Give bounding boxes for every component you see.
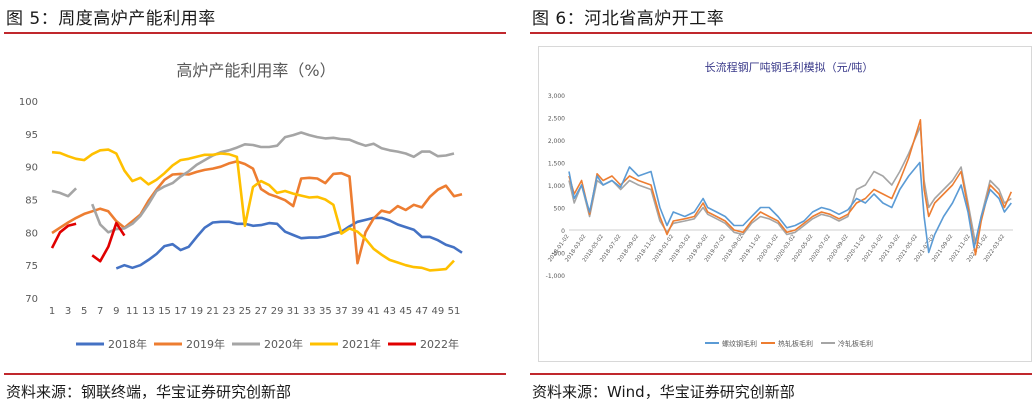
y-tick-label: 95 bbox=[25, 130, 38, 141]
x-tick-label: 45 bbox=[399, 306, 412, 317]
x-tick-label: 43 bbox=[383, 306, 396, 317]
series-line bbox=[90, 131, 455, 234]
legend-label: 冷轧板毛利 bbox=[838, 339, 873, 348]
x-tick-label: 33 bbox=[303, 306, 316, 317]
x-tick-label: 27 bbox=[255, 306, 268, 317]
series-line bbox=[568, 125, 1012, 245]
legend-label: 2021年 bbox=[342, 337, 381, 351]
top-divider bbox=[530, 32, 1032, 34]
steel-margin-chart-svg: 长流程钢厂吨钢毛利模拟（元/吨） -1,000 -500 0 500 1,000 1,500… bbox=[546, 60, 1013, 348]
x-tick-label: 23 bbox=[222, 306, 235, 317]
chart-title: 长流程钢厂吨钢毛利模拟（元/吨） bbox=[705, 60, 874, 74]
y-tick-label: 90 bbox=[25, 163, 38, 174]
legend-label: 2020年 bbox=[264, 337, 303, 351]
chart-title: 高炉产能利用率（%） bbox=[176, 61, 335, 80]
x-tick-label: 5 bbox=[81, 306, 87, 317]
blast-furnace-chart: 高炉产能利用率（%） 70 75 80 85 90 95 100 1 3 5 7 9 11 13 15 17 19… bbox=[14, 46, 498, 362]
x-tick-label: 17 bbox=[174, 306, 187, 317]
top-divider bbox=[4, 32, 506, 34]
x-tick-label: 29 bbox=[271, 306, 284, 317]
y-tick-label: 100 bbox=[19, 97, 38, 108]
series-line bbox=[568, 161, 1012, 254]
series-line bbox=[115, 216, 463, 270]
legend-label: 2018年 bbox=[108, 337, 147, 351]
legend-label: 2019年 bbox=[186, 337, 225, 351]
figure-6-source: 资料来源：Wind，华宝证券研究创新部 bbox=[532, 383, 795, 401]
series-line bbox=[51, 160, 463, 265]
x-tick-label: 3 bbox=[65, 306, 71, 317]
y-tick-label: 85 bbox=[25, 196, 38, 207]
x-tick-label: 35 bbox=[319, 306, 332, 317]
x-tick-label: 49 bbox=[432, 306, 445, 317]
x-tick-label: 39 bbox=[351, 306, 364, 317]
y-tick-label: 1,000 bbox=[548, 183, 565, 190]
y-tick-label: -500 bbox=[551, 251, 565, 258]
x-tick-label: 1 bbox=[49, 306, 55, 317]
x-tick-label: 7 bbox=[97, 306, 103, 317]
y-tick-label: 3,000 bbox=[548, 93, 565, 100]
bottom-divider bbox=[530, 373, 1032, 375]
x-tick-label: 11 bbox=[126, 306, 139, 317]
y-tick-label: 80 bbox=[25, 228, 38, 239]
x-tick-label: 31 bbox=[287, 306, 300, 317]
x-tick-label: 15 bbox=[158, 306, 171, 317]
x-tick-label: 47 bbox=[415, 306, 428, 317]
y-tick-label: 500 bbox=[554, 206, 566, 213]
y-tick-label: 2,500 bbox=[548, 116, 565, 123]
series-line bbox=[51, 148, 455, 272]
x-tick-label: 19 bbox=[190, 306, 203, 317]
series-line bbox=[51, 187, 78, 198]
y-tick-label: 75 bbox=[25, 261, 38, 272]
x-tick-label: 51 bbox=[448, 306, 461, 317]
figure-5-title: 图 5：周度高炉产能利用率 bbox=[6, 9, 216, 29]
legend-label: 2022年 bbox=[420, 337, 459, 351]
figure-6-panel: 图 6：河北省高炉开工率 长流程钢厂吨钢毛利模拟（元/吨） -1,000 -500 0… bbox=[526, 0, 1036, 414]
x-tick-label: 13 bbox=[142, 306, 155, 317]
legend-label: 螺纹钢毛利 bbox=[722, 339, 757, 348]
steel-margin-chart: 长流程钢厂吨钢毛利模拟（元/吨） -1,000 -500 0 500 1,000 1,500… bbox=[538, 46, 1032, 362]
x-tick-label: 25 bbox=[239, 306, 252, 317]
x-tick-label: 41 bbox=[367, 306, 380, 317]
series-line bbox=[50, 222, 77, 249]
x-tick-label: 37 bbox=[335, 306, 348, 317]
legend-label: 热轧板毛利 bbox=[778, 339, 813, 348]
x-tick-label: 21 bbox=[206, 306, 219, 317]
y-tick-label: 1,500 bbox=[548, 161, 565, 168]
x-tick-label: 9 bbox=[113, 306, 119, 317]
y-tick-label: 70 bbox=[25, 294, 38, 305]
figure-5-source: 资料来源：钢联终端，华宝证券研究创新部 bbox=[6, 383, 292, 401]
series-line bbox=[91, 221, 126, 263]
series-line bbox=[568, 119, 1013, 256]
figure-5-panel: 图 5：周度高炉产能利用率 高炉产能利用率（%） 70 75 80 85 90 95 100 1… bbox=[0, 0, 510, 414]
y-tick-label: -1,000 bbox=[546, 273, 566, 280]
figure-6-title: 图 6：河北省高炉开工率 bbox=[532, 9, 725, 29]
y-tick-label: 2,000 bbox=[548, 138, 565, 145]
bottom-divider bbox=[4, 373, 506, 375]
y-tick-label: 0 bbox=[561, 228, 565, 235]
